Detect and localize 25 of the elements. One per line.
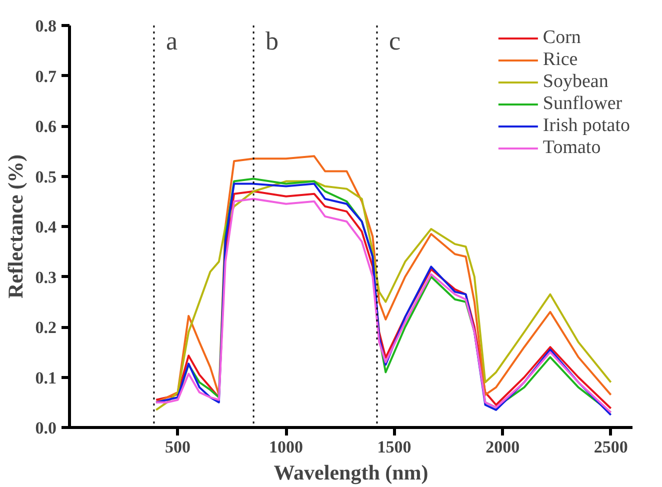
legend-label: Irish potato [542,115,630,137]
x-tick-label: 2500 [594,438,628,456]
x-tick-label: 500 [165,438,191,456]
x-tick-label: 1500 [377,438,412,456]
legend-label: Rice [542,49,578,71]
y-tick-label: 0.0 [35,418,56,438]
y-tick-label: 0.2 [35,318,56,337]
ref-line-label: a [166,26,178,56]
x-tick-label: 1000 [269,438,304,456]
y-tick-label: 0.7 [35,66,57,86]
y-tick-label: 0.1 [35,368,56,388]
legend-label: Soybean [542,71,608,93]
legend-label: Sunflower [542,93,622,115]
x-axis-title: Wavelength (nm) [274,460,428,484]
y-tick-label: 0.5 [35,167,56,186]
x-tick-label: 2000 [486,438,520,456]
y-tick-label: 0.4 [35,218,57,236]
ref-line-label: b [266,26,279,56]
y-tick-label: 0.3 [35,268,56,287]
legend-label: Tomato [542,137,601,159]
y-tick-label: 0.8 [35,16,56,36]
legend-label: Corn [542,27,581,49]
ref-line-label: c [388,26,401,56]
y-axis-title: Reflectance (%) [3,154,28,299]
y-tick-label: 0.6 [35,117,56,136]
